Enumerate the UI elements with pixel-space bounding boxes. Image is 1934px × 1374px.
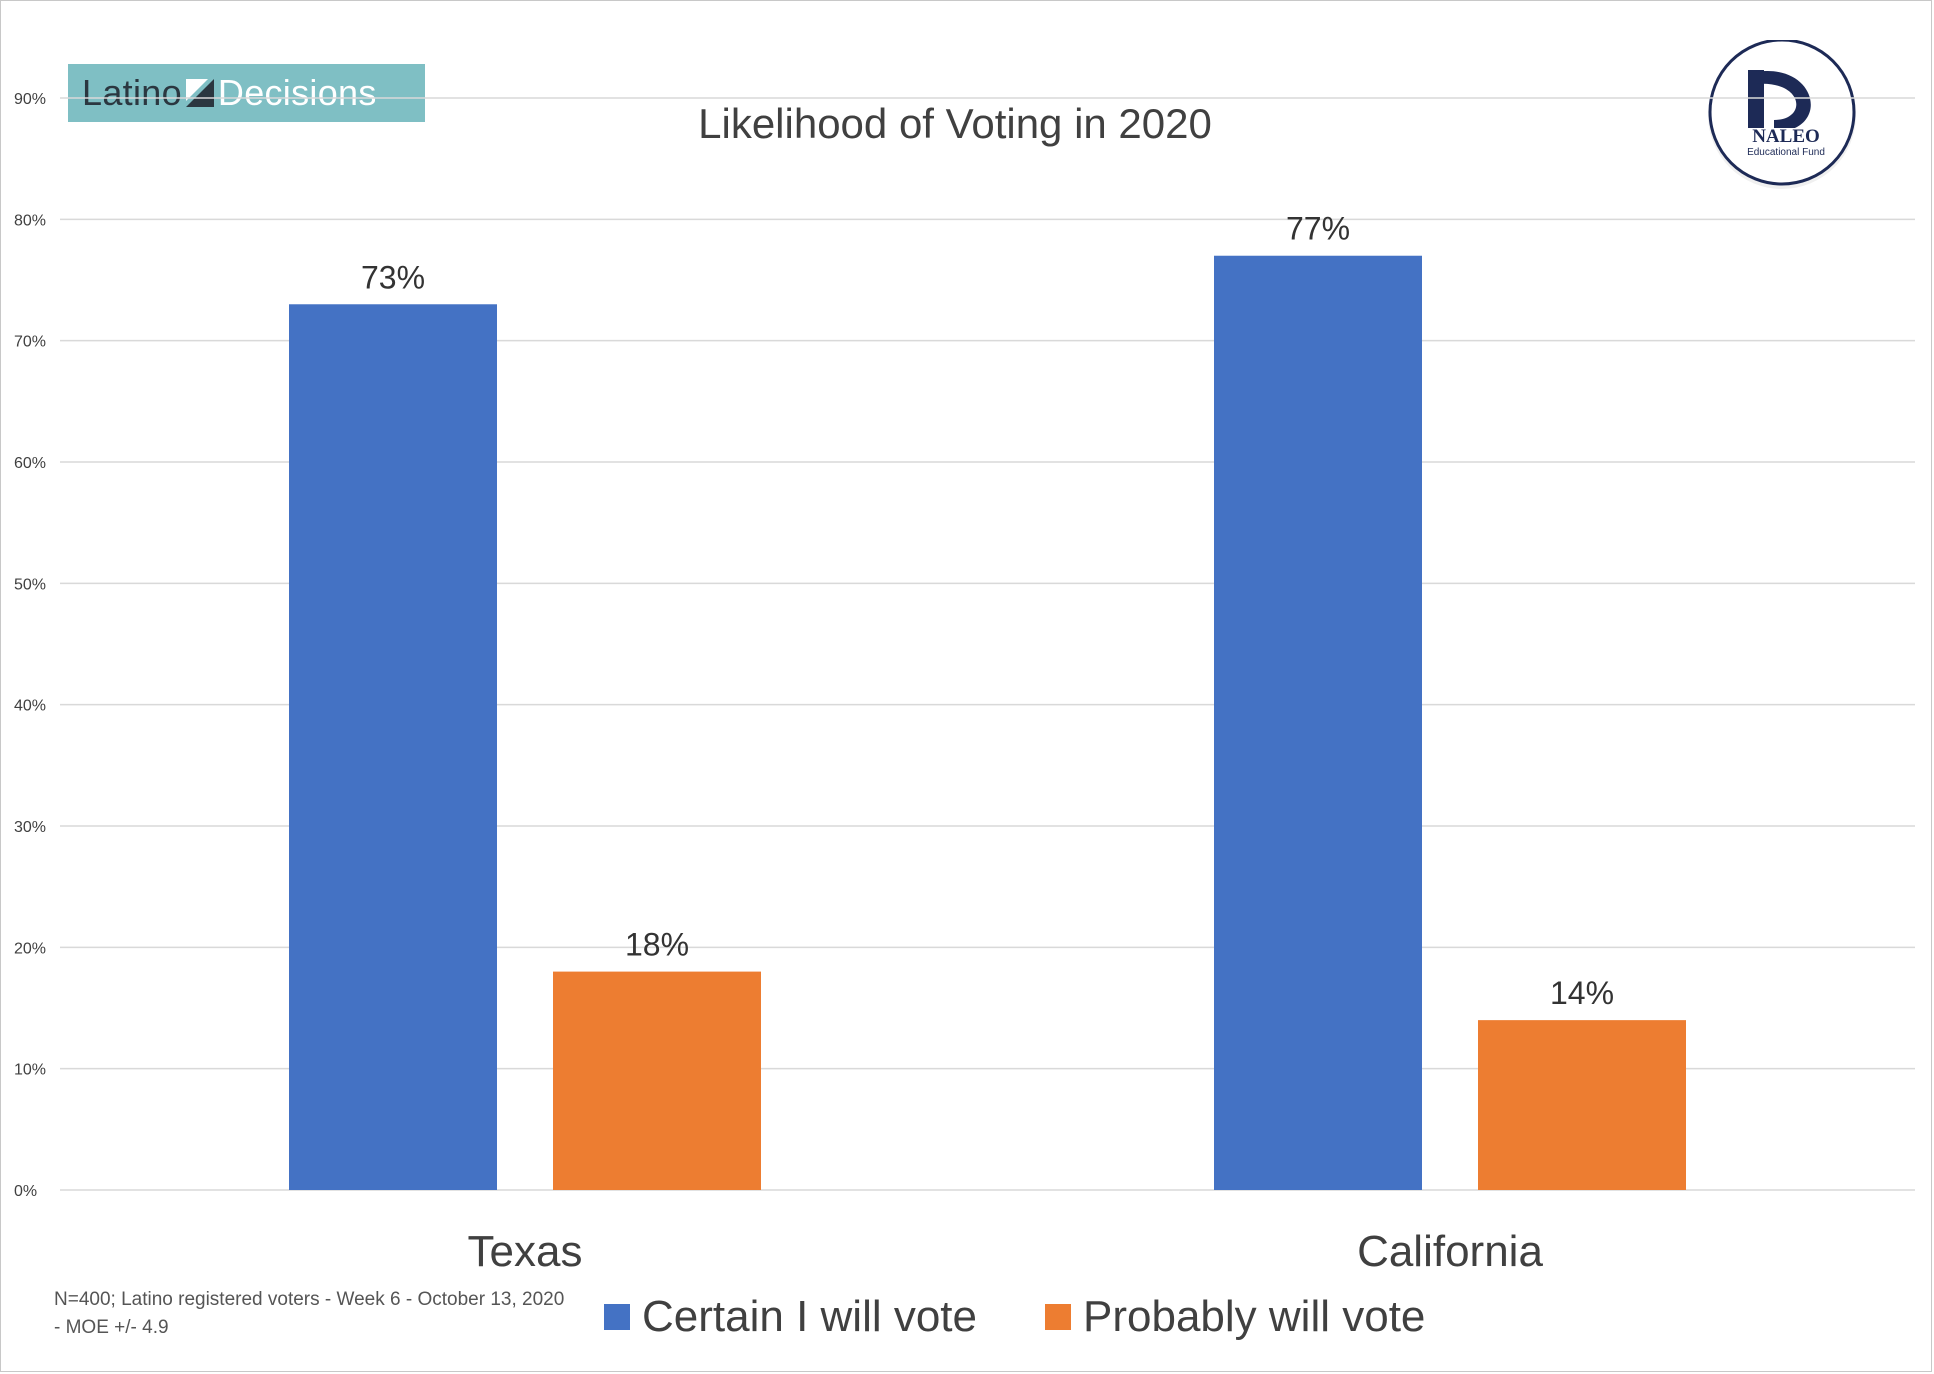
- y-tick-label: 30%: [14, 819, 46, 836]
- logo-text-decisions: Decisions: [217, 72, 377, 113]
- latino-decisions-logo: Latino Decisions: [68, 64, 425, 122]
- chart-title: Likelihood of Voting in 2020: [698, 100, 1212, 147]
- naleo-subtitle: Educational Fund: [1747, 147, 1825, 158]
- y-tick-label: 90%: [14, 91, 46, 108]
- data-label: 18%: [625, 927, 689, 963]
- logo-mark-icon: [185, 79, 214, 107]
- x-category-label: California: [1357, 1227, 1543, 1276]
- legend-swatch-probably: [1045, 1304, 1072, 1330]
- data-label: 77%: [1286, 211, 1350, 247]
- legend-label-probably: Probably will vote: [1083, 1292, 1426, 1341]
- logo-text-latino: Latino: [82, 72, 182, 113]
- legend-swatch-certain: [604, 1304, 630, 1330]
- y-tick-label: 10%: [14, 1062, 46, 1079]
- y-tick-label: 70%: [14, 334, 46, 351]
- footnote: N=400; Latino registered voters - Week 6…: [54, 1289, 565, 1338]
- chart-legend: Certain I will vote Probably will vote: [604, 1292, 1493, 1342]
- bar: [1478, 1020, 1686, 1190]
- bar: [289, 304, 497, 1190]
- bar: [553, 971, 761, 1190]
- y-tick-label: 60%: [14, 455, 46, 472]
- legend-label-certain: Certain I will vote: [642, 1292, 978, 1341]
- data-label: 73%: [361, 259, 425, 295]
- data-label: 14%: [1550, 975, 1614, 1011]
- naleo-name: NALEO: [1738, 127, 1834, 146]
- naleo-seal-icon: [1708, 40, 1856, 189]
- y-tick-label: 80%: [14, 212, 46, 229]
- bar: [1214, 255, 1422, 1190]
- legend-item-probably: Probably will vote: [1045, 1292, 1425, 1342]
- legend-item-certain: Certain I will vote: [604, 1292, 977, 1342]
- y-tick-label: 40%: [14, 698, 46, 715]
- y-tick-label: 0%: [14, 1183, 37, 1200]
- y-tick-label: 50%: [14, 576, 46, 593]
- x-category-label: Texas: [468, 1227, 583, 1276]
- y-tick-label: 20%: [14, 940, 46, 957]
